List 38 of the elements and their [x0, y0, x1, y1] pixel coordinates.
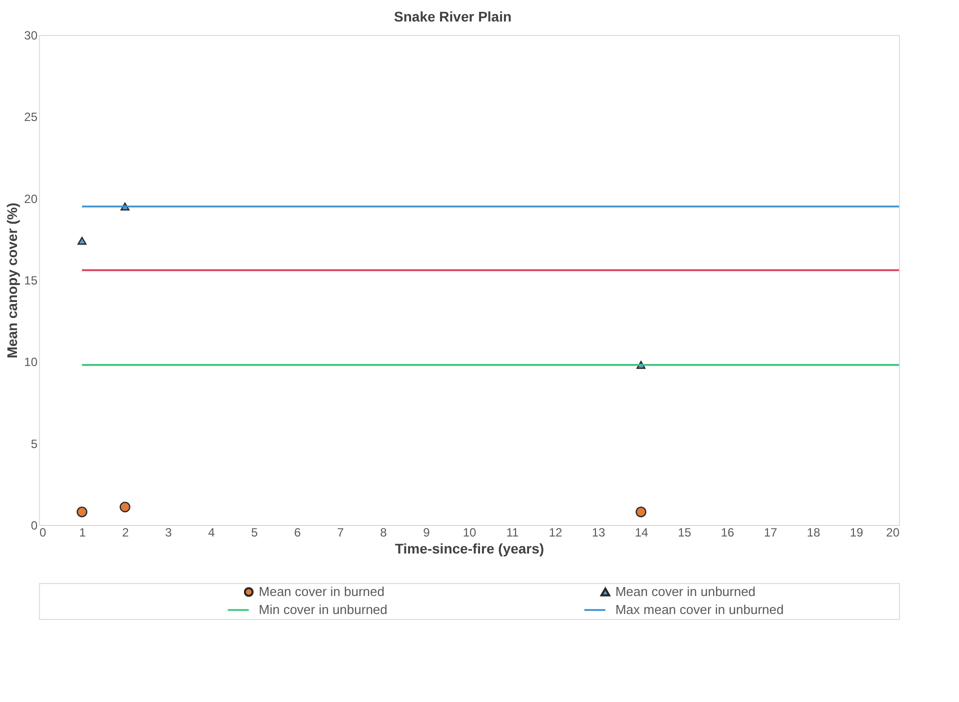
x-tick-label: 16: [720, 526, 734, 540]
x-tick-label: 7: [337, 526, 344, 540]
x-tick-label: 18: [806, 526, 820, 540]
x-tick-label: 4: [208, 526, 216, 540]
x-tick-label: 14: [634, 526, 648, 540]
x-tick-label: 0: [40, 526, 46, 540]
x-tick-label: 3: [165, 526, 172, 540]
x-tick-label: 11: [506, 526, 520, 540]
point: [76, 506, 88, 518]
legend-label: Max mean cover in unburned: [615, 602, 784, 617]
x-tick-label: 1: [79, 526, 86, 540]
y-tick-label: 10: [24, 355, 38, 370]
x-tick-label: 20: [886, 526, 900, 540]
y-tick-label: 5: [30, 436, 38, 451]
point: [78, 236, 86, 245]
x-tick-label: 19: [850, 526, 864, 540]
chart-title: Snake River Plain: [394, 8, 512, 24]
x-tick-label: 15: [678, 526, 692, 540]
point: [636, 506, 646, 518]
x-tick-label: 6: [294, 526, 302, 540]
x-tick-label: 17: [764, 526, 778, 540]
x-tick-label: 12: [548, 526, 562, 540]
x-tick-label: 8: [380, 526, 388, 540]
y-tick-label: 25: [24, 110, 38, 124]
x-tick-label: 2: [122, 526, 130, 540]
x-tick-label: 5: [251, 526, 258, 540]
y-axis-title: Mean canopy cover (%): [4, 202, 20, 358]
legend-label: Min cover in unburned: [258, 602, 388, 617]
x-tick-label: 13: [592, 526, 606, 540]
y-tick-label: 30: [24, 28, 38, 42]
legend-label: Mean cover in unburned: [615, 584, 756, 599]
point: [120, 502, 130, 512]
x-tick-label: 9: [423, 526, 430, 540]
legend-label: Mean cover in burned: [258, 584, 385, 599]
y-tick-label: 20: [24, 192, 38, 206]
x-tick-label: 10: [462, 526, 476, 540]
y-tick-label: 15: [24, 274, 38, 288]
x-axis-title: Time-since-fire (years): [394, 540, 544, 556]
